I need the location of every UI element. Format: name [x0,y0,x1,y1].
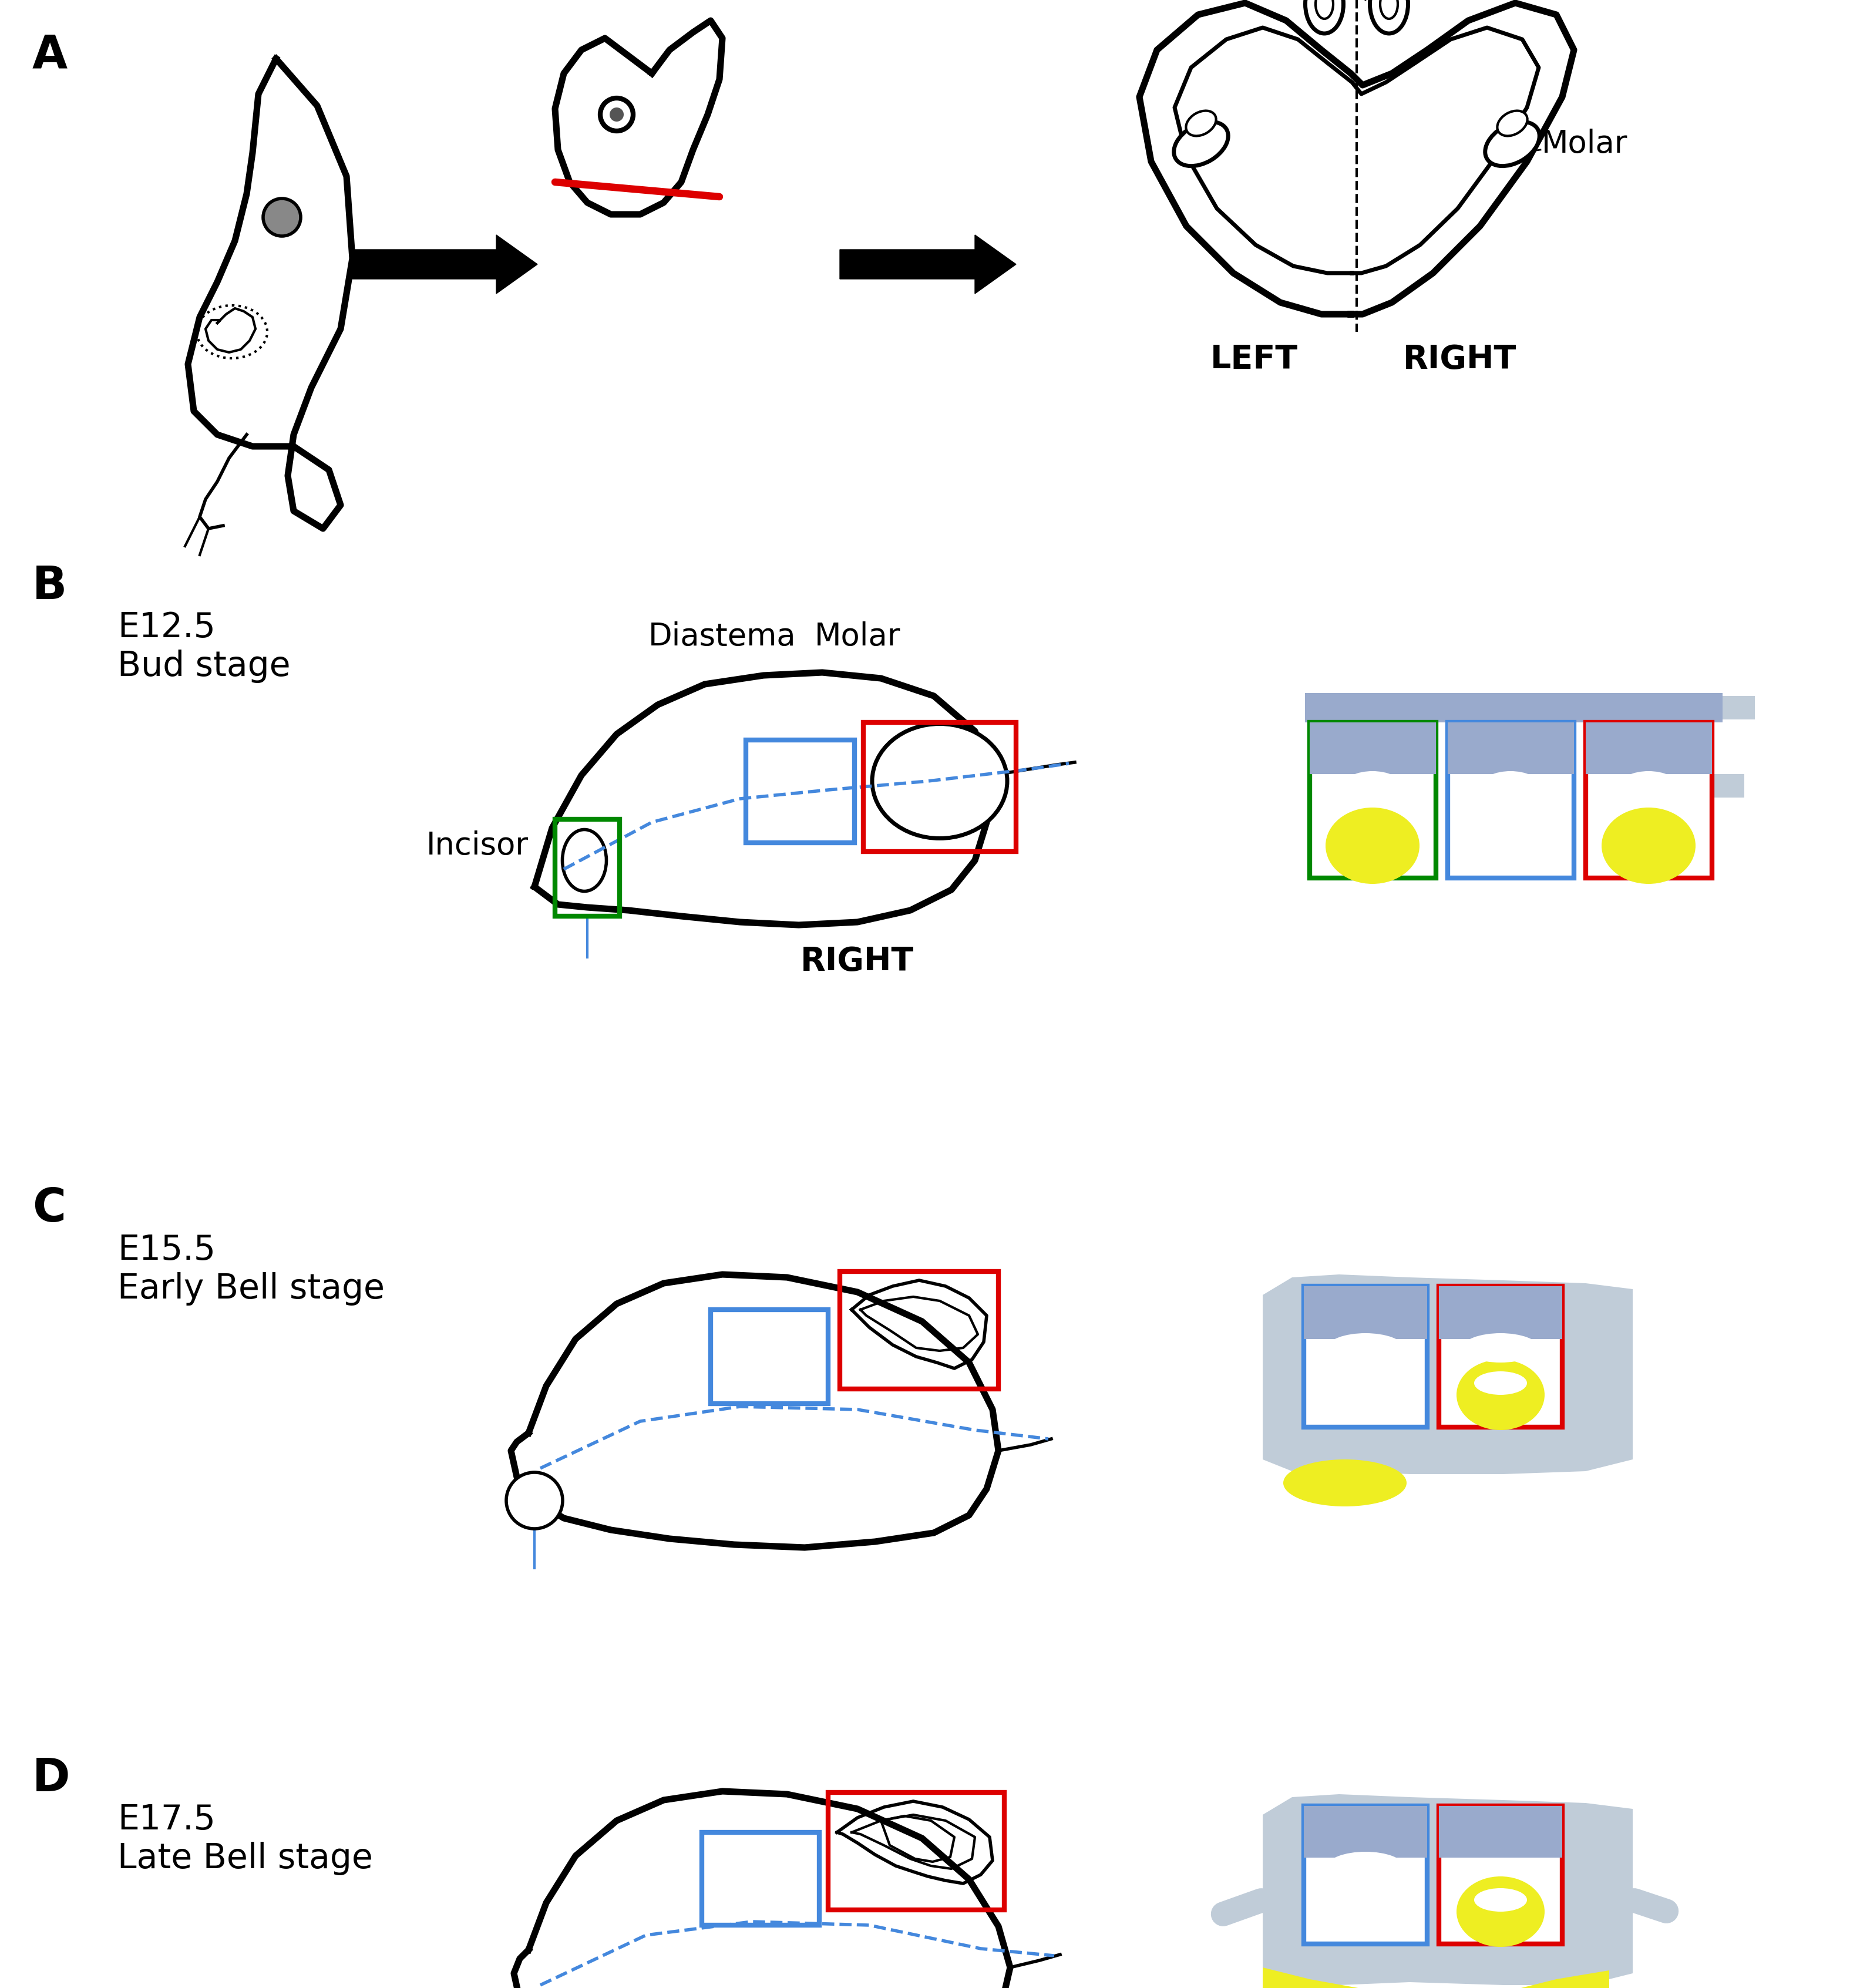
Bar [1310,722,1436,773]
Bar [1561,1318,1591,1342]
Ellipse shape [1602,807,1696,885]
Text: E15.5
Early Bell stage: E15.5 Early Bell stage [117,1233,385,1306]
Ellipse shape [1456,1877,1545,1946]
Text: D: D [31,1755,70,1801]
Ellipse shape [1462,1334,1539,1362]
Text: RIGHT: RIGHT [801,946,914,978]
Polygon shape [1264,1968,1610,1988]
Polygon shape [1264,1274,1634,1475]
Ellipse shape [1369,0,1408,34]
Bar [1310,722,1436,879]
Ellipse shape [1284,1459,1406,1507]
Bar [840,1272,999,1390]
Bar [1304,1805,1426,1944]
Bar [1304,1286,1426,1427]
Circle shape [507,1473,562,1529]
Bar [701,1833,820,1924]
Ellipse shape [1474,1372,1526,1396]
Bar [829,1793,1005,1910]
Ellipse shape [1326,1851,1404,1881]
Bar [1439,1286,1561,1427]
Bar [1439,1805,1561,1857]
Ellipse shape [1306,0,1343,34]
Circle shape [610,107,623,121]
Polygon shape [1264,1795,1634,1988]
FancyArrow shape [352,235,536,294]
Bar [1304,694,1722,722]
Ellipse shape [1326,807,1419,885]
Circle shape [263,199,302,237]
Bar [1439,1286,1561,1340]
Text: E17.5
Late Bell stage: E17.5 Late Bell stage [117,1803,374,1875]
Text: Diastema: Diastema [649,622,796,652]
Bar [1304,1286,1426,1340]
Bar [746,740,855,843]
Bar [1722,696,1756,720]
Bar [1585,722,1711,879]
Circle shape [599,97,633,131]
Ellipse shape [871,724,1006,839]
Bar [1561,1839,1595,1861]
Bar [1711,773,1745,797]
Ellipse shape [1497,111,1528,135]
Ellipse shape [1456,1360,1545,1429]
FancyArrow shape [840,235,1016,294]
Bar [1439,1805,1561,1944]
Ellipse shape [1175,121,1228,165]
FancyArrowPatch shape [1223,1901,1262,1914]
Bar [864,722,1016,851]
Ellipse shape [1315,0,1334,18]
Text: Molar: Molar [1541,129,1628,159]
Text: RIGHT: RIGHT [1402,344,1517,376]
Text: LEFT: LEFT [1210,344,1297,376]
Text: Molar: Molar [814,622,901,652]
Ellipse shape [1482,771,1539,801]
Ellipse shape [1186,111,1215,135]
Text: C: C [31,1187,67,1231]
Ellipse shape [562,829,607,891]
Ellipse shape [1380,0,1399,18]
Bar [1449,722,1574,879]
Bar [1585,722,1711,773]
Ellipse shape [1343,771,1402,801]
Text: E12.5
Bud stage: E12.5 Bud stage [117,610,290,684]
Bar [1304,1805,1426,1857]
Text: Incisor: Incisor [426,831,529,861]
Bar [1449,722,1574,773]
Ellipse shape [1486,121,1539,165]
FancyArrowPatch shape [1634,1901,1667,1910]
Text: B: B [31,565,67,608]
Ellipse shape [1326,1334,1404,1362]
Bar [555,819,620,916]
Bar [710,1310,829,1404]
Ellipse shape [1474,1889,1526,1912]
Ellipse shape [1619,771,1678,801]
Text: A: A [31,32,68,78]
